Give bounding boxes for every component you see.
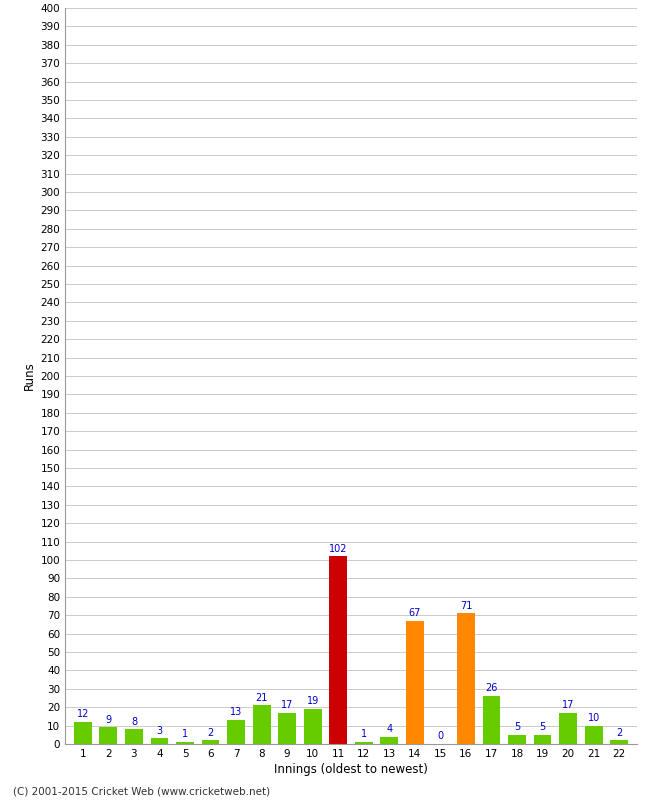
Bar (610, 740, 628, 744)
Bar (508, 734, 526, 744)
Text: 19: 19 (307, 696, 318, 706)
X-axis label: Innings (oldest to newest): Innings (oldest to newest) (274, 763, 428, 776)
Bar (355, 742, 372, 744)
Bar (380, 737, 398, 744)
Bar (534, 734, 551, 744)
Text: 5: 5 (540, 722, 545, 732)
Text: 5: 5 (514, 722, 520, 732)
Bar (125, 730, 143, 744)
Text: 9: 9 (105, 714, 111, 725)
Bar (304, 709, 322, 744)
Bar (202, 740, 220, 744)
Text: 3: 3 (157, 726, 162, 736)
Text: 4: 4 (386, 724, 393, 734)
Text: 2: 2 (207, 727, 214, 738)
Text: 8: 8 (131, 717, 137, 726)
Text: 26: 26 (486, 683, 498, 694)
Bar (74, 722, 92, 744)
Bar (227, 720, 245, 744)
Bar (278, 713, 296, 744)
Bar (253, 706, 270, 744)
Text: 0: 0 (437, 731, 443, 742)
Bar (176, 742, 194, 744)
Text: 1: 1 (361, 730, 367, 739)
Text: 13: 13 (230, 707, 242, 718)
Bar (584, 726, 603, 744)
Text: 1: 1 (182, 730, 188, 739)
Y-axis label: Runs: Runs (23, 362, 36, 390)
Bar (457, 614, 475, 744)
Text: (C) 2001-2015 Cricket Web (www.cricketweb.net): (C) 2001-2015 Cricket Web (www.cricketwe… (13, 786, 270, 796)
Bar (151, 738, 168, 744)
Text: 17: 17 (562, 700, 574, 710)
Bar (406, 621, 424, 744)
Text: 71: 71 (460, 601, 472, 610)
Text: 12: 12 (77, 709, 89, 719)
Bar (99, 727, 118, 744)
Text: 2: 2 (616, 727, 622, 738)
Text: 10: 10 (588, 713, 600, 723)
Bar (482, 696, 500, 744)
Bar (559, 713, 577, 744)
Text: 67: 67 (409, 608, 421, 618)
Text: 102: 102 (329, 543, 348, 554)
Bar (330, 556, 347, 744)
Text: 21: 21 (255, 693, 268, 702)
Text: 17: 17 (281, 700, 293, 710)
